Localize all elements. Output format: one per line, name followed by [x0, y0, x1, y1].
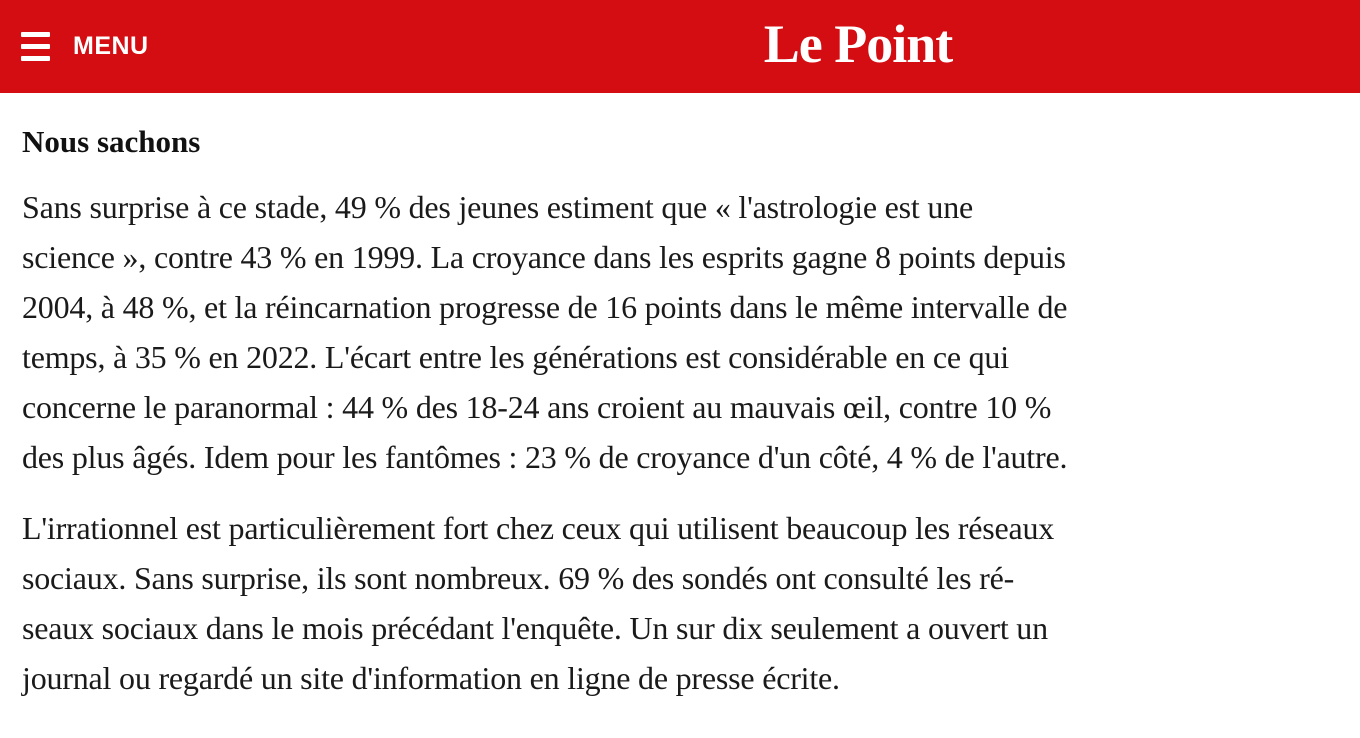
article-paragraph-1: Sans surprise à ce stade, 49 % des jeune…: [22, 189, 1068, 475]
hamburger-icon: [21, 32, 50, 61]
menu-button[interactable]: MENU: [21, 0, 149, 93]
header-bar: MENU Le Point: [0, 0, 1360, 93]
lepoint-logo[interactable]: Le Point: [763, 13, 953, 74]
article-paragraph-2: L'irrationnel est particulièrement fort …: [22, 510, 1055, 696]
menu-label: MENU: [73, 32, 149, 60]
article-heading: Nous sachons: [22, 124, 201, 159]
article-body: Nous sachons Sans surprise à ce stade, 4…: [0, 123, 1360, 703]
